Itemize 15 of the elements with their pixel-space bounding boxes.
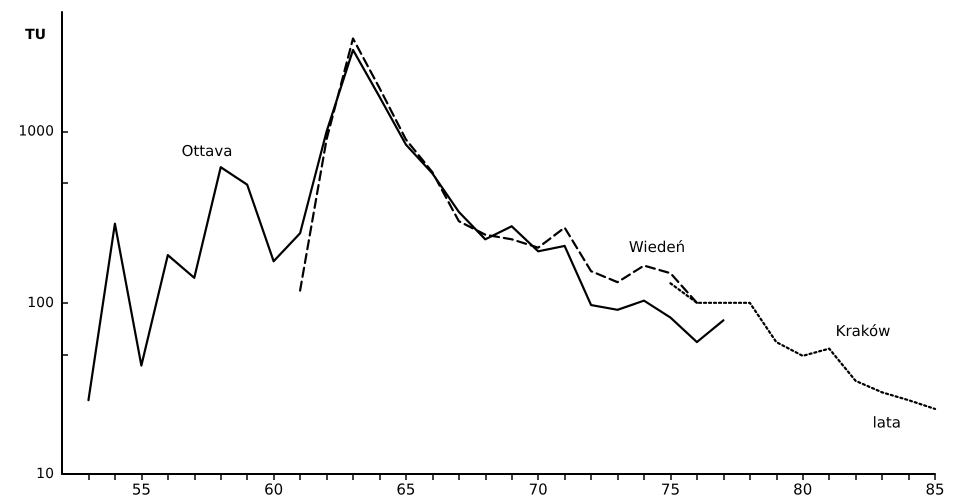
series-label: Ottava [182, 142, 232, 160]
y-axis-title: TU [25, 27, 46, 43]
series-label: Kraków [836, 322, 890, 340]
x-axis-title: lata [872, 414, 901, 432]
x-tick-label: 55 [132, 480, 151, 498]
series-label: Wiedeń [628, 238, 686, 256]
y-tick-label: 100 [27, 294, 54, 311]
y-tick-label: 10 [36, 466, 54, 482]
x-tick-label: 65 [396, 480, 416, 498]
x-tick-label: 60 [264, 480, 284, 498]
x-tick-label: 85 [925, 480, 945, 498]
x-tick-label: 70 [528, 480, 548, 498]
x-tick-label: 80 [793, 480, 812, 498]
y-tick-label: 1000 [18, 124, 54, 140]
x-tick-label: 75 [660, 480, 680, 498]
